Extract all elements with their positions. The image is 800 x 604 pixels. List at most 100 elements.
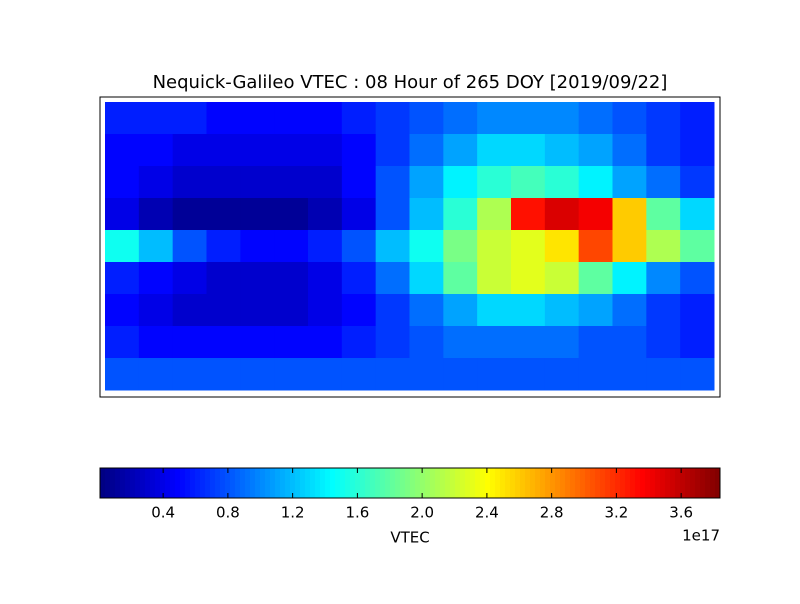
heatmap-cell [308, 102, 343, 135]
colorbar-swatch [695, 468, 701, 498]
heatmap-cell [274, 230, 309, 263]
heatmap-cell [138, 294, 174, 327]
heatmap-cell [172, 230, 207, 263]
heatmap-cell [138, 198, 174, 231]
heatmap-cell [511, 166, 546, 199]
colorbar-swatch [335, 468, 341, 498]
heatmap-cell [240, 358, 275, 391]
heatmap-cell [511, 230, 546, 263]
heatmap-cell [341, 198, 377, 231]
colorbar-swatch [350, 468, 356, 498]
colorbar-swatch [265, 468, 271, 498]
heatmap-cell [308, 134, 343, 167]
heatmap-cell [443, 262, 478, 295]
colorbar-swatch [110, 468, 116, 498]
heatmap-cell [511, 134, 546, 167]
heatmap-cell [206, 102, 241, 135]
heatmap-cell [105, 294, 140, 327]
heatmap-cell [274, 134, 309, 167]
colorbar-swatch [230, 468, 236, 498]
heatmap-cell [612, 230, 647, 263]
heatmap-cell [240, 326, 275, 359]
colorbar-swatch [395, 468, 401, 498]
colorbar-tick-label: 3.2 [604, 504, 628, 522]
heatmap-cell [443, 198, 478, 231]
colorbar-swatch [490, 468, 496, 498]
colorbar-swatch [425, 468, 431, 498]
heatmap-cell [612, 358, 647, 391]
heatmap-cell [172, 198, 207, 231]
colorbar-tick-label: 0.8 [216, 504, 240, 522]
heatmap-cell [138, 166, 174, 199]
heatmap-cell [680, 166, 715, 199]
heatmap-cell [409, 134, 444, 167]
colorbar-swatch [355, 468, 361, 498]
heatmap-cell [646, 134, 681, 167]
heatmap-cell [308, 358, 343, 391]
heatmap-cell [511, 294, 546, 327]
heatmap-cell [646, 358, 681, 391]
heatmap-cell [646, 230, 681, 263]
colorbar-swatch [660, 468, 666, 498]
colorbar-tick-label: 1.2 [281, 504, 305, 522]
heatmap-cell [680, 326, 715, 359]
heatmap-cell [172, 262, 207, 295]
heatmap-cell [578, 166, 613, 199]
colorbar-swatch [470, 468, 476, 498]
heatmap-cell [274, 102, 309, 135]
heatmap-cell [240, 102, 275, 135]
colorbar-swatch [170, 468, 176, 498]
colorbar-swatch [115, 468, 121, 498]
heatmap-cell [578, 358, 613, 391]
heatmap-cell [105, 262, 140, 295]
colorbar-swatch [320, 468, 326, 498]
heatmap-cell [274, 262, 309, 295]
heatmap-cell [612, 166, 647, 199]
heatmap-cell [646, 102, 681, 135]
colorbar-swatch [190, 468, 196, 498]
heatmap-cell [443, 358, 478, 391]
colorbar-offset: 1e17 [682, 527, 720, 545]
colorbar-swatch [495, 468, 501, 498]
colorbar-swatch [255, 468, 261, 498]
colorbar-swatch [440, 468, 446, 498]
heatmap-cell [409, 326, 444, 359]
colorbar-swatch [570, 468, 576, 498]
colorbar-swatch [250, 468, 256, 498]
heatmap-cell [578, 134, 613, 167]
colorbar-swatch [505, 468, 511, 498]
colorbar-swatch [375, 468, 381, 498]
heatmap-cell [206, 358, 241, 391]
chart-title: Nequick-Galileo VTEC : 08 Hour of 265 DO… [153, 72, 668, 93]
heatmap-cell [511, 102, 546, 135]
colorbar-tick-label: 2.0 [410, 504, 434, 522]
colorbar-swatch [270, 468, 276, 498]
colorbar-swatch [100, 468, 106, 498]
colorbar-swatch [415, 468, 421, 498]
heatmap-cell [105, 358, 140, 391]
colorbar-swatch [545, 468, 551, 498]
colorbar-swatch [655, 468, 661, 498]
colorbar-swatch [580, 468, 586, 498]
heatmap-cell [443, 166, 478, 199]
colorbar-swatch [665, 468, 671, 498]
colorbar-swatch [285, 468, 291, 498]
heatmap-cell [443, 294, 478, 327]
colorbar-swatch [420, 468, 426, 498]
colorbar-swatch [220, 468, 226, 498]
colorbar-swatch [600, 468, 606, 498]
colorbar-swatch [205, 468, 211, 498]
heatmap-cell [477, 134, 512, 167]
heatmap-cell [409, 102, 444, 135]
heatmap-cell [172, 102, 207, 135]
heatmap-cell [375, 358, 410, 391]
colorbar-swatch [465, 468, 471, 498]
colorbar-swatch [390, 468, 396, 498]
heatmap-cell [172, 358, 207, 391]
heatmap-cell [578, 326, 613, 359]
colorbar-swatch [510, 468, 516, 498]
heatmap-cell [477, 326, 512, 359]
heatmap-cell [206, 166, 241, 199]
heatmap-cell [274, 166, 309, 199]
